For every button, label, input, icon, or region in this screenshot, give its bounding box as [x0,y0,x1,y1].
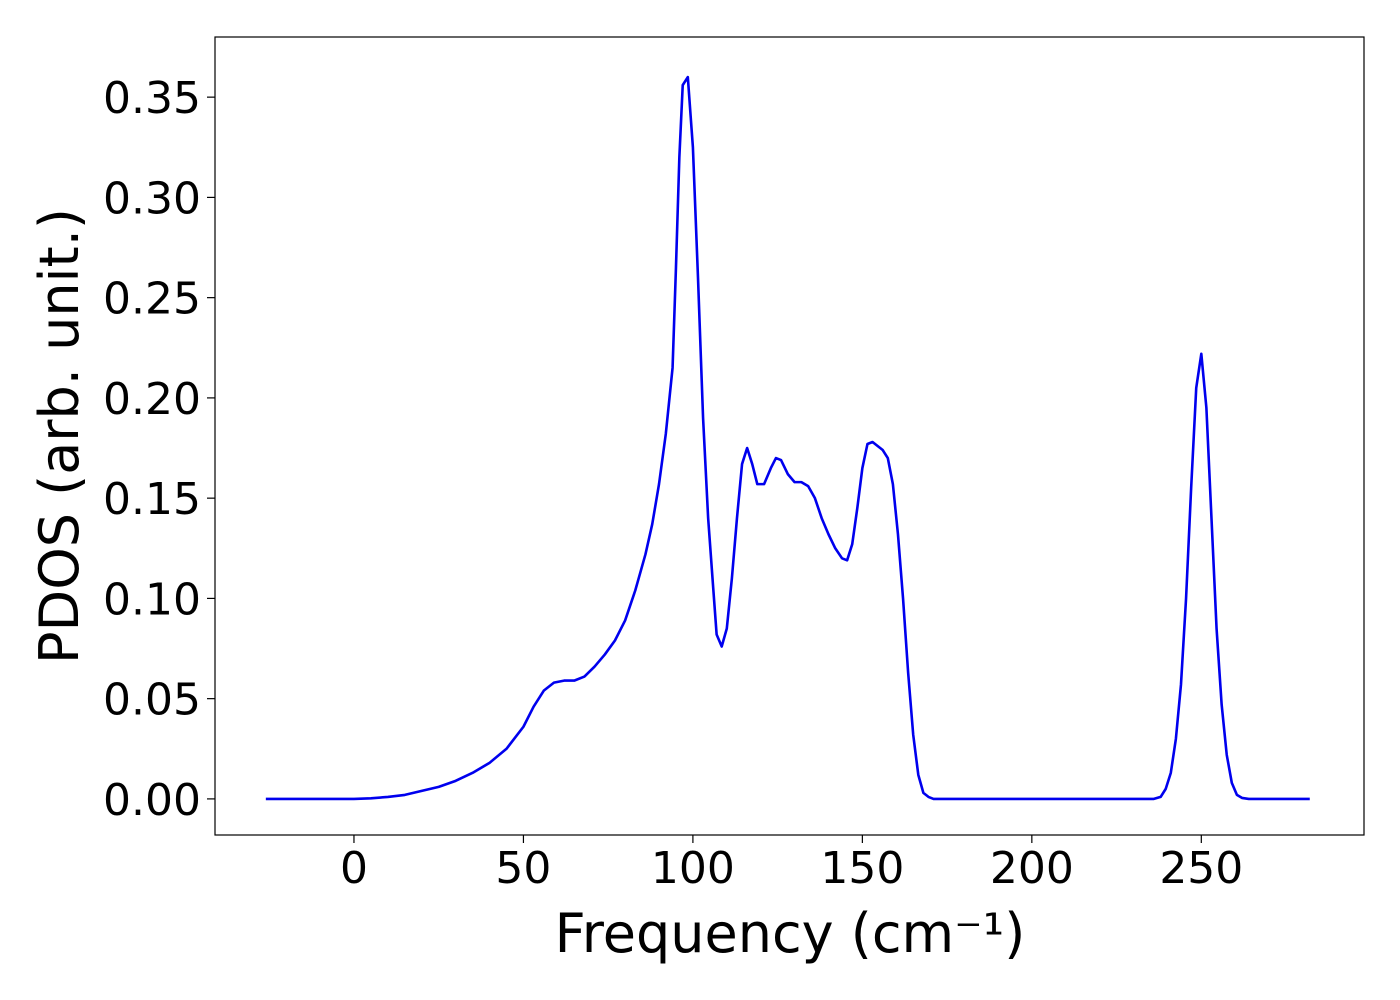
y-tick-label: 0.00 [103,775,201,826]
y-tick-label: 0.15 [103,474,201,525]
x-tick-label: 150 [820,843,904,894]
x-tick-label: 100 [651,843,735,894]
y-tick-label: 0.10 [103,574,201,625]
y-tick-label: 0.30 [103,173,201,224]
x-axis-label: Frequency (cm⁻¹) [555,902,1026,965]
y-tick-label: 0.05 [103,675,201,726]
x-tick-label: 0 [340,843,368,894]
y-tick-label: 0.35 [103,73,201,124]
x-tick-label: 50 [495,843,551,894]
x-tick-label: 250 [1159,843,1243,894]
y-axis-label: PDOS (arb. unit.) [28,208,91,664]
y-tick-label: 0.20 [103,374,201,425]
y-tick-label: 0.25 [103,274,201,325]
x-tick-label: 200 [990,843,1074,894]
pdos-line [265,75,1310,801]
plot-frame [214,36,1365,836]
